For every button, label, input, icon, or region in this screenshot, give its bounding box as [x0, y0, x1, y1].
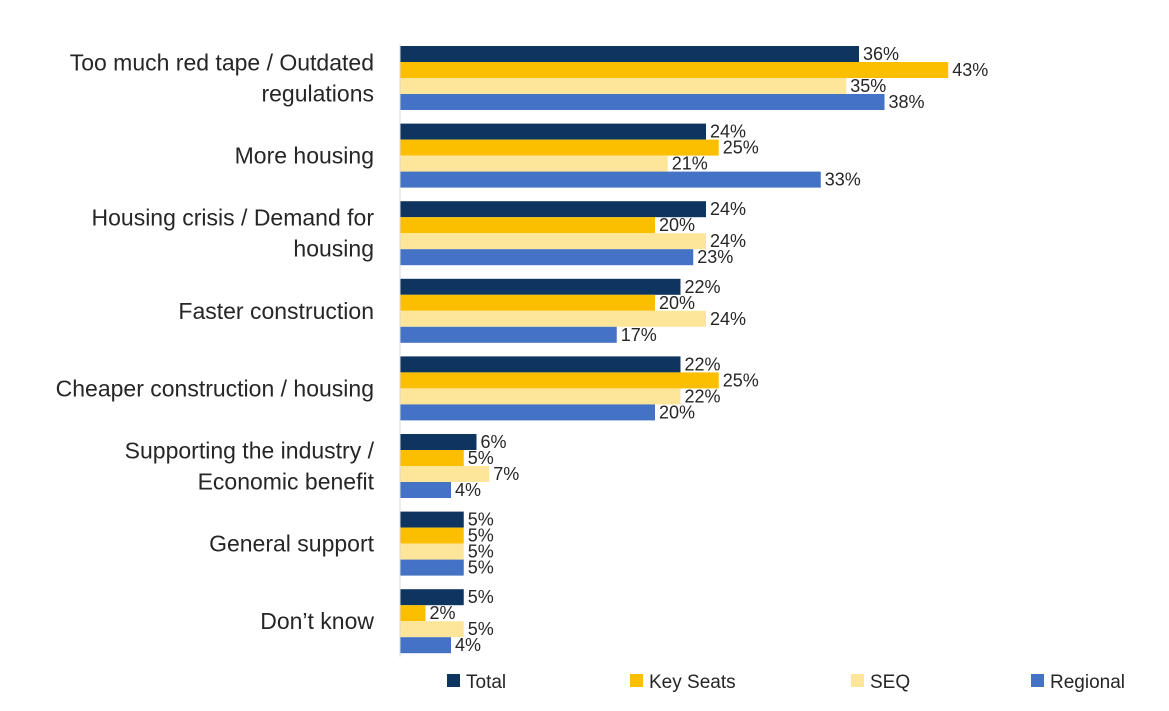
bar-seq: [400, 621, 464, 638]
legend-swatch-regional: [1031, 674, 1044, 687]
category-label-line: General support: [209, 531, 375, 557]
data-label: 24%: [710, 122, 746, 142]
data-label: 5%: [468, 542, 494, 562]
data-label: 24%: [710, 309, 746, 329]
bar-regional: [400, 171, 821, 188]
category-label: Faster construction: [178, 298, 374, 324]
category-label: Housing crisis / Demand for housing: [92, 205, 375, 262]
bar-key-seats: [400, 372, 719, 389]
category-label: General support: [209, 531, 375, 557]
legend-swatch-key-seats: [630, 674, 643, 687]
category-label-line: Faster construction: [178, 298, 374, 324]
data-label: 5%: [468, 587, 494, 607]
data-label: 25%: [723, 370, 759, 390]
data-label: 5%: [468, 510, 494, 530]
bar-seq: [400, 388, 681, 405]
category-label-line: Too much red tape / Outdated: [70, 50, 374, 76]
category-label-line: Supporting the industry /: [125, 438, 375, 464]
category-label-line: More housing: [235, 143, 374, 169]
bar-regional: [400, 326, 617, 343]
bar-key-seats: [400, 139, 719, 156]
category-label-line: regulations: [261, 81, 374, 107]
data-label: 22%: [685, 354, 721, 374]
bar-total: [400, 123, 706, 140]
data-label: 22%: [685, 386, 721, 406]
legend-label-total: Total: [466, 672, 506, 693]
category-label-line: housing: [293, 236, 374, 262]
data-label: 24%: [710, 231, 746, 251]
bar-key-seats: [400, 62, 949, 78]
bar-regional: [400, 637, 451, 654]
legend-label-regional: Regional: [1050, 672, 1125, 693]
data-label: 6%: [481, 432, 507, 452]
bar-total: [400, 356, 681, 373]
data-label: 5%: [468, 619, 494, 639]
data-label: 25%: [723, 138, 759, 158]
legend-swatch-seq: [851, 674, 864, 687]
bar-total: [400, 434, 477, 450]
data-label: 33%: [825, 170, 861, 190]
bar-seq: [400, 78, 847, 94]
bar-regional: [400, 249, 694, 266]
category-label-line: Housing crisis / Demand for: [92, 205, 375, 231]
data-label: 20%: [659, 293, 695, 313]
bar-key-seats: [400, 450, 464, 466]
data-label: 36%: [863, 44, 899, 64]
bar-key-seats: [400, 217, 655, 234]
category-label: Too much red tape / Outdated regulations: [70, 50, 374, 107]
category-label: Cheaper construction / housing: [56, 375, 374, 401]
data-label: 5%: [468, 526, 494, 546]
bar-key-seats: [400, 605, 426, 622]
bar-seq: [400, 466, 490, 482]
data-label: 23%: [697, 247, 733, 267]
data-label: 22%: [685, 277, 721, 297]
category-label: Supporting the industry / Economic benefi…: [125, 438, 375, 495]
data-label: 4%: [455, 635, 481, 655]
legend-swatch-total: [447, 674, 460, 687]
bar-total: [400, 46, 859, 62]
legend-label-key-seats: Key Seats: [649, 672, 736, 693]
category-label-line: Economic benefit: [198, 469, 375, 495]
bar-total: [400, 589, 464, 606]
category-label: More housing: [235, 143, 374, 169]
bar-total: [400, 511, 464, 528]
bar-total: [400, 201, 706, 218]
category-label: Don’t know: [260, 608, 374, 634]
bar-regional: [400, 559, 464, 576]
data-label: 2%: [430, 603, 456, 623]
legend-label-seq: SEQ: [870, 672, 910, 693]
bar-regional: [400, 482, 451, 498]
bar-total: [400, 278, 681, 295]
bar-seq: [400, 310, 706, 327]
bar-seq: [400, 155, 668, 172]
bar-regional: [400, 404, 655, 421]
category-label-line: Cheaper construction / housing: [56, 375, 374, 401]
data-label: 7%: [493, 464, 519, 484]
bar-seq: [400, 543, 464, 560]
data-label: 5%: [468, 558, 494, 578]
data-label: 35%: [850, 76, 886, 96]
data-label: 21%: [672, 154, 708, 174]
data-label: 17%: [621, 325, 657, 345]
data-label: 20%: [659, 402, 695, 422]
data-label: 5%: [468, 448, 494, 468]
bar-seq: [400, 233, 706, 250]
data-label: 24%: [710, 199, 746, 219]
data-label: 43%: [952, 60, 988, 80]
data-label: 20%: [659, 215, 695, 235]
bar-key-seats: [400, 294, 655, 311]
category-label-line: Don’t know: [260, 608, 374, 634]
bar-key-seats: [400, 527, 464, 544]
data-label: 4%: [455, 480, 481, 500]
data-label: 38%: [889, 92, 925, 112]
bar-regional: [400, 94, 885, 110]
